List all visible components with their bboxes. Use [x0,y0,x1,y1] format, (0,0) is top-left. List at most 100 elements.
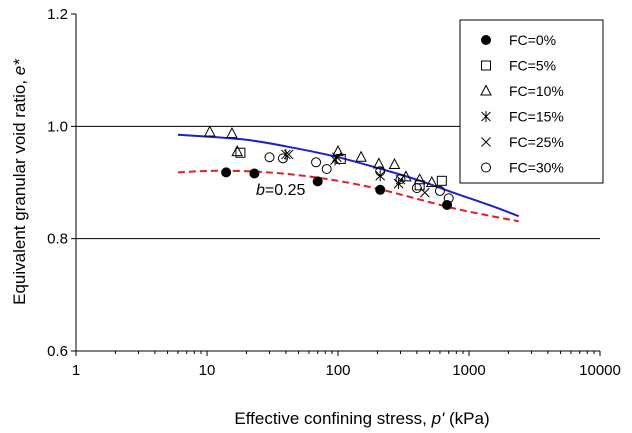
marker-shape [203,125,216,137]
marker-shape [311,157,322,168]
marker-shape [413,173,426,185]
legend-label: FC=0% [509,32,556,48]
data-point [311,157,322,168]
legend-marker [481,35,491,45]
marker-shape [277,153,288,164]
y-tick-label: 0.8 [47,231,68,248]
marker-shape [226,127,238,139]
legend-marker [481,60,491,71]
axes-layer [71,13,601,356]
data-point [373,157,385,169]
marker-shape [373,157,385,169]
legend-marker [480,84,492,96]
marker-shape [312,176,323,187]
data-point [335,153,346,164]
marker-shape [355,150,367,162]
legend-marker [481,111,491,122]
marker-shape [388,157,401,170]
legend-label: FC=25% [509,134,564,150]
marker-shape [481,60,491,71]
x-axis-title-var: p' [431,409,445,428]
data-point [235,147,246,158]
x-tick-label: 10 [199,362,216,379]
marker-shape [249,168,260,179]
x-axis-title-text: Effective confining stress, [234,409,431,428]
data-point [425,175,438,187]
legend-label: FC=5% [509,58,556,74]
data-point [332,145,344,157]
data-point [395,174,406,185]
marker-shape [321,164,332,175]
y-axis-title: Equivalent granular void ratio, e* [10,58,29,305]
annotation-var: b [256,182,265,199]
marker-shape [481,35,491,45]
legend-marker [481,137,491,147]
x-tick-label: 1000 [452,362,485,379]
marker-shape [400,170,412,182]
x-axis-title: Effective confining stress, p' (kPa) [234,409,489,428]
data-point [400,170,412,182]
x-tick-label: 100 [325,362,350,379]
data-point [281,148,291,160]
marker-shape [375,184,386,195]
legend-items: FC=0% FC=5% FC=10% FC=15% FC=25% FC=30% [480,32,564,176]
annotation-text: b=0.25 [256,182,305,199]
legend-label: FC=30% [509,160,564,176]
data-point [375,184,386,195]
data-point [264,152,275,163]
marker-shape [436,175,447,186]
marker-shape [395,174,406,185]
annotation-value: =0.25 [265,182,306,199]
data-point [413,173,426,185]
data-points-layer [203,125,454,210]
tick-labels-layer: 1 10 100 1000 10000 0.6 0.8 1.0 1.2 [47,6,621,379]
y-tick-label: 1.2 [47,6,68,23]
marker-shape [231,145,244,157]
data-point [442,199,453,210]
y-tick-label: 1.0 [47,118,68,135]
legend-label: FC=10% [509,83,564,99]
marker-stroke [419,187,430,198]
data-point [388,157,401,170]
y-axis-title-text: Equivalent granular void ratio, [10,75,29,305]
data-point [231,145,244,157]
legend-box [459,19,604,184]
data-point [375,170,386,182]
fit-line-dashed [177,169,520,223]
x-tick-label: 1 [72,362,80,379]
marker-shape [480,84,492,96]
marker-shape [411,183,422,194]
marker-shape [235,147,246,158]
data-point [434,185,445,196]
marker-shape [221,167,232,178]
legend: FC=0% FC=5% FC=10% FC=15% FC=25% FC=30% [459,19,604,184]
data-point [203,125,216,137]
marker-shape [442,199,453,210]
marker-shape [264,152,275,163]
data-point [221,167,232,178]
y-axis-title-var: e* [10,58,29,75]
x-tick-label: 10000 [579,362,621,379]
y-tick-label: 0.6 [47,343,68,360]
marker-shape [332,145,344,157]
data-point [321,164,332,175]
marker-shape [481,162,491,173]
data-point [226,127,238,139]
data-point [355,150,367,162]
marker-shape [425,175,438,187]
marker-stroke [481,137,491,147]
data-point [436,175,447,186]
data-point [411,183,422,194]
marker-shape [414,180,425,191]
legend-marker [481,162,491,173]
data-point [312,176,323,187]
x-axis-title-unit: (kPa) [444,409,489,428]
data-point [249,168,260,179]
data-point [277,153,288,164]
data-point [414,180,425,191]
marker-shape [335,153,346,164]
legend-label: FC=15% [509,109,564,125]
marker-shape [434,185,445,196]
